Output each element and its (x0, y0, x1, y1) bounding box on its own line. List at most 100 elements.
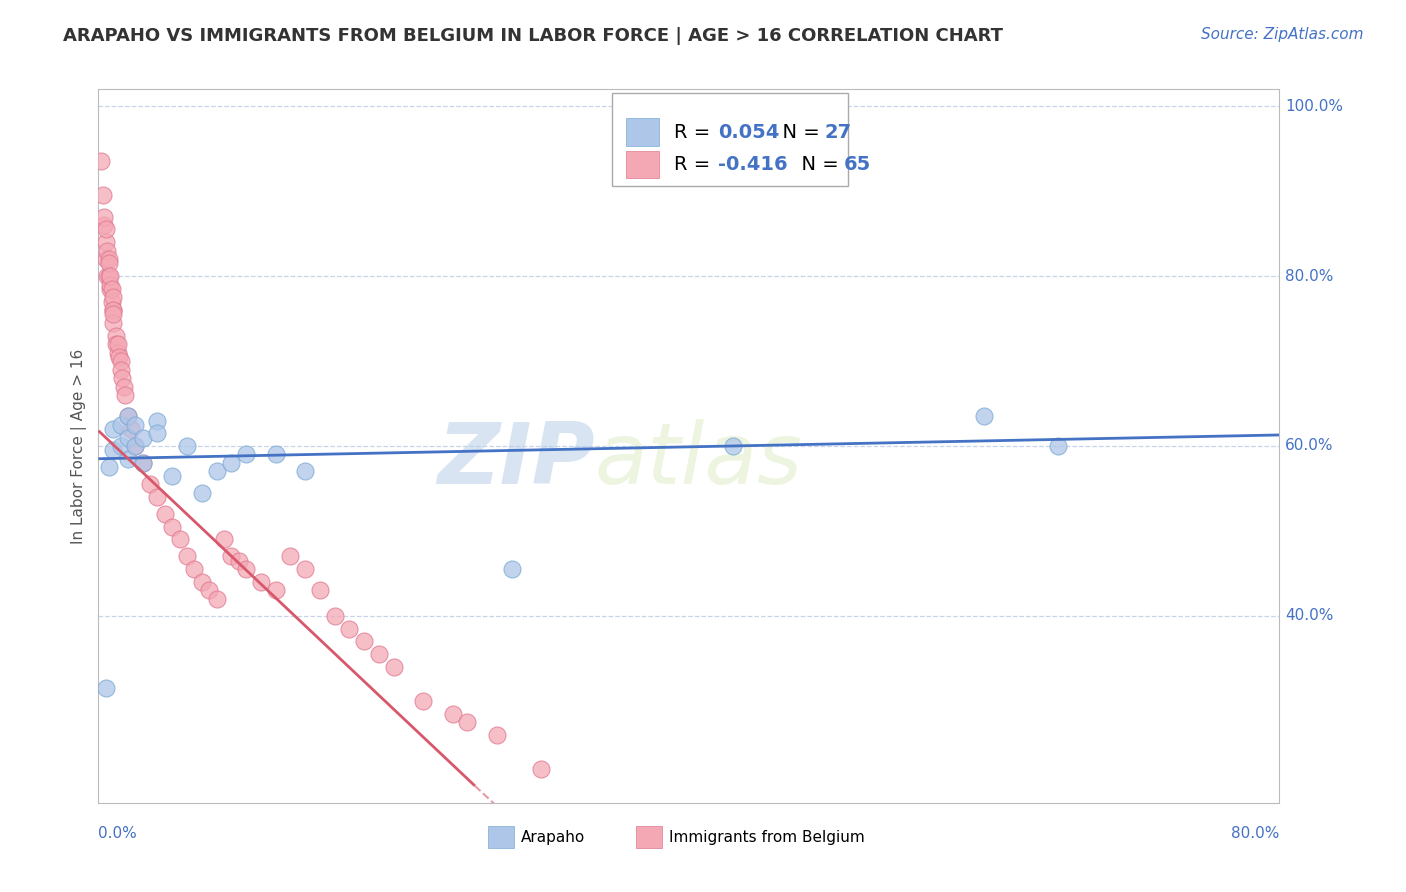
Point (198, 583, 221, 598)
Point (280, 549, 302, 564)
Text: Arapaho: Arapaho (522, 830, 585, 845)
Point (146, 490, 169, 504)
Point (103, 443, 125, 458)
Point (457, 715, 479, 730)
Point (90, 154, 112, 169)
Text: R =: R = (673, 122, 716, 142)
Point (103, 303, 125, 318)
Point (96, 269, 118, 284)
Point (339, 622, 361, 636)
Point (183, 562, 205, 576)
Point (132, 456, 155, 470)
Point (353, 634, 375, 648)
Point (91, 188, 114, 202)
Bar (626, 119, 659, 145)
Text: 60.0%: 60.0% (1285, 439, 1334, 453)
Point (530, 762, 553, 776)
FancyBboxPatch shape (612, 93, 848, 186)
Point (169, 533, 191, 547)
Point (94, 235, 117, 249)
Point (124, 439, 146, 453)
Point (110, 439, 132, 453)
Point (368, 647, 391, 661)
Point (94, 681, 117, 695)
Point (107, 345, 129, 359)
Point (107, 337, 129, 351)
Point (98, 269, 121, 284)
Point (96, 244, 118, 258)
Point (221, 549, 243, 564)
Bar (626, 151, 659, 178)
Point (97, 252, 120, 266)
Point (124, 439, 146, 453)
Point (132, 456, 155, 470)
Point (221, 456, 243, 470)
Point (235, 562, 257, 576)
Point (146, 426, 169, 441)
Point (412, 694, 434, 708)
Point (120, 422, 142, 436)
Point (176, 439, 198, 453)
Point (212, 533, 235, 547)
Point (973, 409, 995, 424)
Text: Source: ZipAtlas.com: Source: ZipAtlas.com (1201, 27, 1364, 42)
Point (205, 465, 228, 479)
Text: 0.054: 0.054 (718, 122, 780, 142)
Point (162, 468, 183, 483)
Point (486, 728, 509, 742)
Point (323, 608, 346, 623)
Point (98, 282, 121, 296)
Point (235, 448, 257, 462)
Point (93, 210, 115, 224)
Point (100, 294, 122, 309)
Point (117, 409, 139, 424)
Bar (636, 826, 662, 847)
Text: N =: N = (789, 154, 845, 174)
Point (111, 371, 134, 385)
Text: -0.416: -0.416 (718, 154, 789, 174)
Point (110, 354, 132, 368)
Point (94, 222, 117, 236)
Point (723, 439, 745, 453)
Text: ARAPAHO VS IMMIGRANTS FROM BELGIUM IN LABOR FORCE | AGE > 16 CORRELATION CHART: ARAPAHO VS IMMIGRANTS FROM BELGIUM IN LA… (63, 27, 1004, 45)
Point (153, 507, 176, 521)
Text: atlas: atlas (595, 418, 803, 502)
Point (309, 583, 332, 598)
Point (110, 417, 132, 432)
Point (250, 574, 273, 589)
Point (105, 328, 128, 343)
Point (1046, 439, 1070, 453)
Text: 80.0%: 80.0% (1232, 826, 1279, 840)
Text: 0.0%: 0.0% (98, 826, 138, 840)
Point (100, 282, 122, 296)
Point (108, 350, 131, 364)
Y-axis label: In Labor Force | Age > 16: In Labor Force | Age > 16 (72, 349, 87, 543)
Point (117, 430, 139, 444)
Text: Immigrants from Belgium: Immigrants from Belgium (669, 830, 865, 845)
Point (132, 430, 155, 444)
Point (97, 269, 120, 284)
Point (264, 583, 287, 598)
Text: 27: 27 (825, 122, 852, 142)
Text: 100.0%: 100.0% (1285, 99, 1343, 113)
Point (98, 277, 121, 292)
Point (176, 549, 198, 564)
Point (117, 451, 139, 466)
Point (117, 409, 139, 424)
Point (103, 290, 125, 304)
Text: ZIP: ZIP (437, 418, 595, 502)
Point (162, 519, 183, 533)
Point (114, 388, 136, 402)
Point (97, 460, 120, 475)
Point (441, 706, 464, 721)
Point (112, 379, 135, 393)
Point (191, 574, 214, 589)
Point (93, 218, 115, 232)
Point (124, 417, 146, 432)
Bar (488, 826, 515, 847)
Text: 40.0%: 40.0% (1285, 608, 1334, 624)
Point (94, 252, 117, 266)
Point (110, 362, 132, 376)
Text: 65: 65 (844, 154, 870, 174)
Point (382, 660, 405, 674)
